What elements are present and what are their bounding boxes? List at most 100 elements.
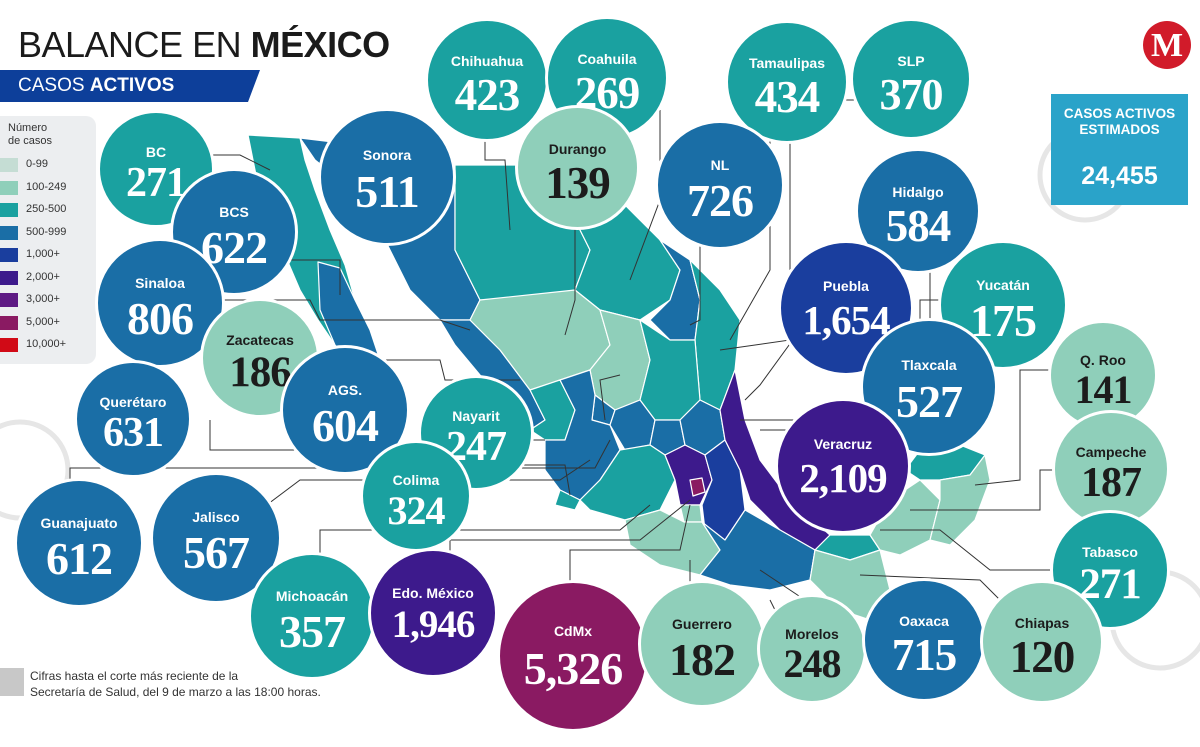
- subtitle-bold: ACTIVOS: [89, 75, 175, 96]
- subtitle-banner: CASOS ACTIVOS: [0, 70, 260, 102]
- state-bubble: Chiapas 120: [980, 580, 1104, 704]
- footnote: Cifras hasta el corte más reciente de la…: [30, 669, 321, 699]
- legend-item: 3,000+: [0, 291, 96, 309]
- legend-label: 10,000+: [26, 338, 67, 350]
- state-name: Durango: [548, 141, 607, 157]
- state-case-count: 1,654: [802, 297, 890, 343]
- state-bubble: CdMx 5,326: [497, 580, 649, 732]
- state-name: Guanajuato: [40, 515, 118, 531]
- state-name: Chihuahua: [450, 53, 524, 69]
- state-case-count: 1,946: [391, 603, 476, 646]
- state-bubble: Hidalgo 584: [855, 148, 981, 274]
- state-name: Q. Roo: [1080, 352, 1126, 368]
- state-case-count: 715: [891, 630, 958, 680]
- state-name: Yucatán: [976, 277, 1030, 293]
- legend-swatch: [0, 248, 18, 262]
- state-name: Zacatecas: [226, 332, 294, 348]
- legend-item: 1,000+: [0, 246, 96, 264]
- state-bubble: Guerrero 182: [638, 580, 766, 708]
- legend-item: 100-249: [0, 179, 96, 197]
- state-bubble: Colima 324: [360, 440, 472, 552]
- legend-label: 1,000+: [26, 248, 60, 260]
- state-case-count: 2,109: [799, 455, 887, 501]
- legend-swatch: [0, 225, 18, 240]
- legend-label: 2,000+: [26, 270, 60, 283]
- legend-item: 10,000+: [0, 336, 96, 354]
- state-case-count: 139: [545, 158, 611, 208]
- legend-swatch: [0, 158, 18, 172]
- state-case-count: 584: [885, 201, 952, 251]
- state-case-count: 187: [1081, 460, 1142, 506]
- estimated-label: CASOS ACTIVOS ESTIMADOS: [1063, 106, 1176, 137]
- state-case-count: 182: [669, 634, 736, 685]
- legend-swatch: [0, 270, 18, 285]
- state-name: BC: [145, 144, 167, 160]
- state-name: Nayarit: [452, 408, 500, 424]
- legend-swatch: [0, 338, 18, 352]
- state-name: Tamaulipas: [749, 55, 825, 71]
- state-name: Tlaxcala: [901, 357, 957, 373]
- state-name: Sonora: [362, 147, 412, 163]
- state-bubble: Sinaloa 806: [95, 238, 225, 368]
- state-bubble: Jalisco 567: [150, 472, 282, 604]
- legend-title: Número de casos: [8, 122, 53, 147]
- legend: Número de casos 0-99 100-249 250-500 500-99…: [0, 116, 96, 364]
- title-bold: MÉXICO: [250, 24, 391, 65]
- state-name: Veracruz: [813, 436, 873, 452]
- state-case-count: 5,326: [523, 643, 624, 694]
- state-bubble: Oaxaca 715: [862, 578, 986, 702]
- footnote-marker: [0, 668, 24, 696]
- legend-swatch: [0, 180, 18, 195]
- legend-label: 3,000+: [26, 293, 60, 305]
- state-name: Puebla: [823, 278, 869, 294]
- state-case-count: 357: [279, 606, 346, 657]
- state-name: Sinaloa: [135, 275, 185, 291]
- state-bubble: Guanajuato 612: [14, 478, 144, 608]
- state-bubble: Tabasco 271: [1050, 510, 1170, 630]
- state-name: Jalisco: [192, 509, 240, 525]
- legend-item: 5,000+: [0, 314, 96, 332]
- legend-label: 250-500: [26, 203, 67, 215]
- legend-item: 0-99: [0, 156, 96, 174]
- state-bubble: Q. Roo 141: [1048, 320, 1158, 430]
- legend-label: 100-249: [26, 180, 67, 193]
- state-case-count: 175: [970, 295, 1037, 346]
- subtitle: CASOS ACTIVOS: [18, 75, 174, 97]
- state-case-count: 604: [312, 400, 379, 451]
- state-case-count: 271: [126, 160, 187, 206]
- estimated-value: 24,455: [1081, 162, 1158, 190]
- state-case-count: 726: [687, 175, 754, 226]
- legend-label: 0-99: [26, 158, 49, 170]
- state-bubble: Edo. México 1,946: [368, 548, 498, 678]
- state-name: Colima: [392, 472, 440, 488]
- page-title: BALANCE EN MÉXICO: [18, 24, 390, 66]
- state-name: AGS.: [327, 382, 363, 398]
- state-case-count: 186: [229, 349, 292, 396]
- state-bubble: SLP 370: [850, 18, 972, 140]
- title-regular: BALANCE EN: [18, 24, 251, 65]
- state-bubble: BCS 622: [170, 168, 298, 296]
- state-case-count: 567: [183, 527, 250, 578]
- state-name: Morelos: [785, 626, 839, 642]
- state-bubble: NL 726: [655, 120, 785, 250]
- subtitle-regular: CASOS: [18, 75, 90, 96]
- state-case-count: 141: [1074, 367, 1133, 412]
- state-name: Chiapas: [1014, 615, 1070, 631]
- state-name: NL: [710, 157, 730, 173]
- estimated-active-cases-box: CASOS ACTIVOS ESTIMADOS 24,455: [1051, 94, 1188, 205]
- state-case-count: 631: [103, 410, 164, 456]
- legend-label: 500-999: [26, 225, 67, 238]
- state-bubble: Chihuahua 423: [425, 18, 549, 142]
- legend-item: 2,000+: [0, 269, 96, 287]
- state-bubble: Veracruz 2,109: [775, 398, 911, 534]
- state-name: Oaxaca: [899, 613, 949, 629]
- state-case-count: 806: [127, 293, 194, 344]
- state-name: CdMx: [553, 623, 593, 639]
- state-name: Campeche: [1075, 444, 1147, 460]
- state-bubble: Sonora 511: [318, 108, 456, 246]
- state-case-count: 120: [1009, 632, 1076, 682]
- brand-logo: M: [1143, 21, 1191, 69]
- state-bubble: Tamaulipas 434: [725, 20, 849, 144]
